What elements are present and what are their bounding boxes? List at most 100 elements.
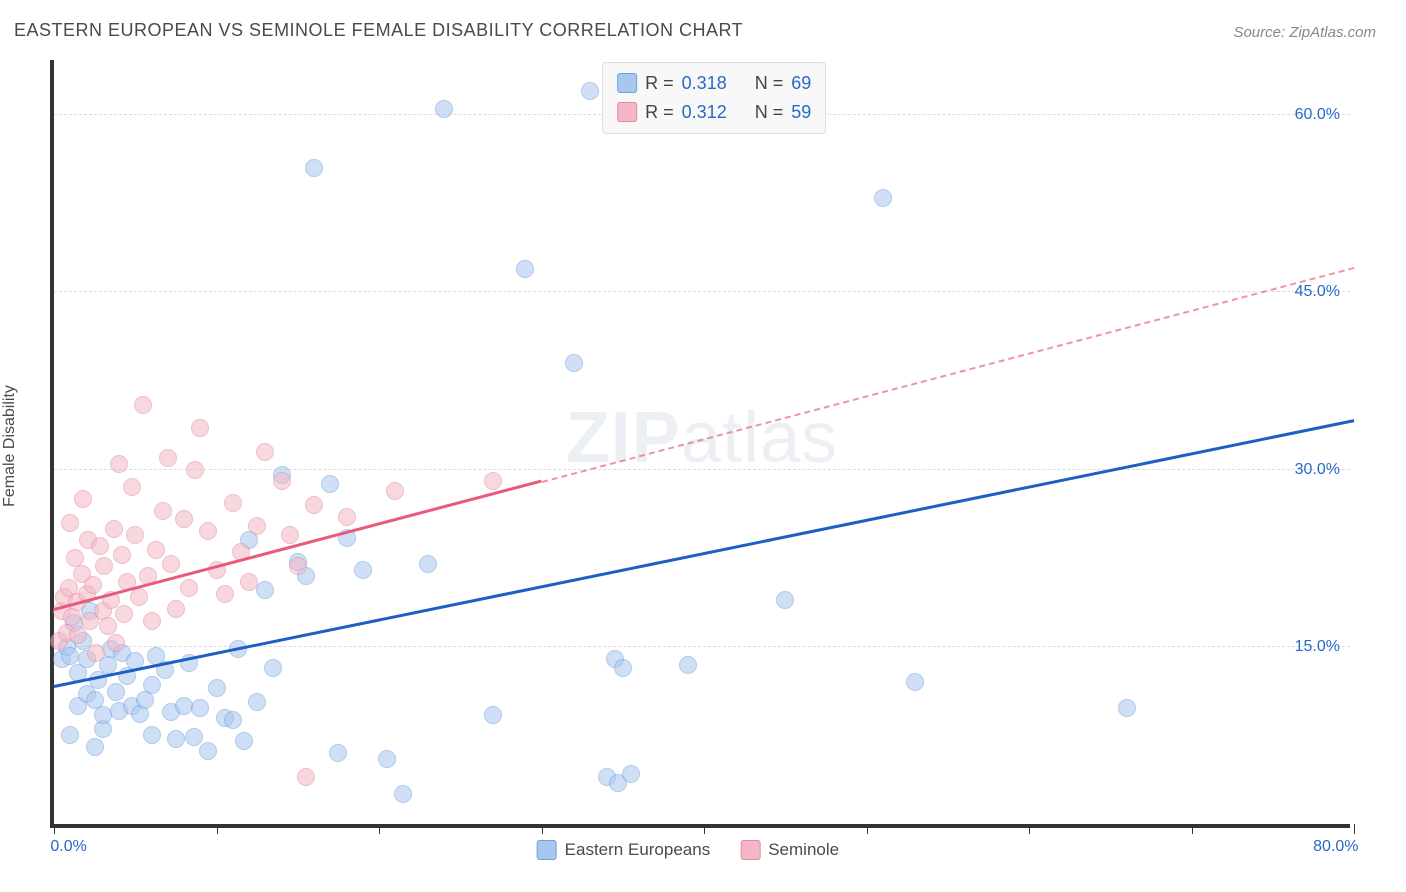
- scatter-point: [74, 490, 92, 508]
- legend-swatch: [617, 73, 637, 93]
- y-axis-label: Female Disability: [1, 385, 19, 507]
- scatter-point: [185, 728, 203, 746]
- scatter-point: [123, 478, 141, 496]
- scatter-point: [105, 520, 123, 538]
- scatter-point: [199, 742, 217, 760]
- scatter-point: [208, 679, 226, 697]
- legend-label: Seminole: [768, 840, 839, 860]
- scatter-point: [95, 557, 113, 575]
- scatter-point: [136, 691, 154, 709]
- scatter-point: [378, 750, 396, 768]
- legend-correlation-row: R = 0.318 N =69: [617, 69, 811, 98]
- scatter-point: [516, 260, 534, 278]
- y-tick-label: 30.0%: [1295, 461, 1340, 479]
- scatter-point: [167, 600, 185, 618]
- trend-line-dashed: [541, 267, 1354, 483]
- scatter-point: [84, 576, 102, 594]
- scatter-point: [565, 354, 583, 372]
- scatter-point: [107, 683, 125, 701]
- x-tick: [1029, 824, 1030, 834]
- scatter-point: [191, 699, 209, 717]
- scatter-point: [235, 732, 253, 750]
- scatter-point: [115, 605, 133, 623]
- n-label: N =: [755, 98, 784, 127]
- scatter-point: [113, 546, 131, 564]
- scatter-point: [134, 396, 152, 414]
- scatter-point: [191, 419, 209, 437]
- scatter-point: [321, 475, 339, 493]
- scatter-point: [248, 693, 266, 711]
- n-value: 69: [791, 69, 811, 98]
- scatter-point: [906, 673, 924, 691]
- scatter-point: [484, 706, 502, 724]
- grid-line: [54, 469, 1350, 470]
- source-label: Source: ZipAtlas.com: [1233, 24, 1376, 41]
- chart-title: EASTERN EUROPEAN VS SEMINOLE FEMALE DISA…: [14, 20, 743, 41]
- scatter-point: [143, 612, 161, 630]
- scatter-point: [581, 82, 599, 100]
- scatter-point: [91, 537, 109, 555]
- scatter-point: [776, 591, 794, 609]
- x-tick: [1192, 824, 1193, 834]
- x-tick-label: 80.0%: [1313, 838, 1358, 856]
- scatter-point: [224, 711, 242, 729]
- scatter-point: [622, 765, 640, 783]
- grid-line: [54, 291, 1350, 292]
- scatter-point: [99, 617, 117, 635]
- x-tick: [704, 824, 705, 834]
- scatter-point: [289, 557, 307, 575]
- legend-label: Eastern Europeans: [565, 840, 711, 860]
- n-label: N =: [755, 69, 784, 98]
- legend-series: Eastern Europeans Seminole: [537, 840, 839, 860]
- scatter-point: [240, 573, 258, 591]
- plot-area: ZIPatlas 15.0%30.0%45.0%60.0%0.0%80.0%: [50, 60, 1350, 828]
- scatter-point: [394, 785, 412, 803]
- scatter-point: [87, 644, 105, 662]
- scatter-point: [679, 656, 697, 674]
- scatter-point: [419, 555, 437, 573]
- scatter-point: [329, 744, 347, 762]
- scatter-point: [1118, 699, 1136, 717]
- scatter-point: [614, 659, 632, 677]
- scatter-point: [180, 579, 198, 597]
- scatter-point: [147, 541, 165, 559]
- legend-swatch: [617, 102, 637, 122]
- trend-line: [54, 480, 542, 611]
- scatter-point: [484, 472, 502, 490]
- scatter-point: [61, 647, 79, 665]
- legend-correlation-row: R =0.312N =59: [617, 98, 811, 127]
- scatter-point: [143, 726, 161, 744]
- scatter-point: [143, 676, 161, 694]
- scatter-point: [224, 494, 242, 512]
- y-tick-label: 15.0%: [1295, 638, 1340, 656]
- scatter-point: [216, 585, 234, 603]
- r-label: R =: [645, 98, 674, 127]
- scatter-point: [61, 726, 79, 744]
- r-label: R =: [645, 69, 674, 98]
- scatter-point: [264, 659, 282, 677]
- scatter-point: [159, 449, 177, 467]
- x-tick-label: 0.0%: [50, 838, 86, 856]
- scatter-point: [175, 510, 193, 528]
- scatter-point: [305, 496, 323, 514]
- scatter-point: [256, 581, 274, 599]
- scatter-point: [130, 588, 148, 606]
- scatter-point: [297, 768, 315, 786]
- legend-swatch: [537, 840, 557, 860]
- scatter-point: [126, 526, 144, 544]
- scatter-point: [874, 189, 892, 207]
- scatter-point: [248, 517, 266, 535]
- scatter-point: [86, 738, 104, 756]
- x-tick: [867, 824, 868, 834]
- x-tick: [542, 824, 543, 834]
- x-tick: [54, 824, 55, 834]
- scatter-point: [354, 561, 372, 579]
- r-value: 0.318: [682, 69, 727, 98]
- x-tick: [1354, 824, 1355, 834]
- scatter-point: [186, 461, 204, 479]
- y-tick-label: 45.0%: [1295, 283, 1340, 301]
- scatter-point: [63, 608, 81, 626]
- scatter-point: [110, 455, 128, 473]
- x-tick: [379, 824, 380, 834]
- scatter-point: [107, 634, 125, 652]
